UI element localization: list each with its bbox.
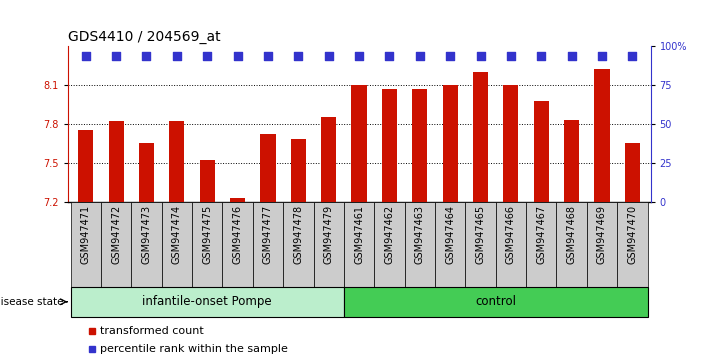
Bar <box>230 198 245 202</box>
Text: disease state: disease state <box>0 297 64 307</box>
Text: GDS4410 / 204569_at: GDS4410 / 204569_at <box>68 30 220 44</box>
Text: GSM947474: GSM947474 <box>172 205 182 264</box>
Bar <box>169 121 184 202</box>
Text: GSM947478: GSM947478 <box>294 205 304 264</box>
Bar <box>291 139 306 202</box>
Point <box>201 53 213 59</box>
Bar <box>139 143 154 202</box>
Bar <box>382 89 397 202</box>
Text: GSM947462: GSM947462 <box>385 205 395 264</box>
Bar <box>260 134 276 202</box>
Bar <box>223 202 253 287</box>
Text: GSM947461: GSM947461 <box>354 205 364 264</box>
Bar <box>594 69 609 202</box>
Bar <box>557 202 587 287</box>
Bar <box>435 202 465 287</box>
Text: GSM947470: GSM947470 <box>627 205 637 264</box>
Text: transformed count: transformed count <box>100 326 203 336</box>
Point <box>384 53 395 59</box>
Bar <box>344 287 648 317</box>
Point <box>232 53 243 59</box>
Point <box>475 53 486 59</box>
Bar <box>344 202 374 287</box>
Point <box>293 53 304 59</box>
Bar <box>374 202 405 287</box>
Bar <box>200 160 215 202</box>
Bar <box>351 85 367 202</box>
Bar <box>625 143 640 202</box>
Point <box>262 53 274 59</box>
Point <box>626 53 638 59</box>
Bar <box>283 202 314 287</box>
Text: GSM947468: GSM947468 <box>567 205 577 264</box>
Text: GSM947473: GSM947473 <box>141 205 151 264</box>
Point <box>80 53 92 59</box>
Bar <box>132 202 161 287</box>
Bar <box>192 202 223 287</box>
Text: GSM947479: GSM947479 <box>324 205 333 264</box>
Bar <box>70 202 101 287</box>
Text: GSM947464: GSM947464 <box>445 205 455 264</box>
Bar <box>70 287 344 317</box>
Point <box>597 53 608 59</box>
Bar <box>78 130 93 202</box>
Bar <box>503 85 518 202</box>
Text: GSM947476: GSM947476 <box>232 205 242 264</box>
Bar <box>587 202 617 287</box>
Bar <box>161 202 192 287</box>
Bar <box>314 202 344 287</box>
Text: GSM947463: GSM947463 <box>415 205 424 264</box>
Bar <box>442 85 458 202</box>
Text: GSM947466: GSM947466 <box>506 205 516 264</box>
Bar <box>534 101 549 202</box>
Text: GSM947467: GSM947467 <box>536 205 546 264</box>
Text: GSM947471: GSM947471 <box>81 205 91 264</box>
Bar <box>109 121 124 202</box>
Bar <box>526 202 557 287</box>
Bar <box>405 202 435 287</box>
Point <box>566 53 577 59</box>
Bar <box>412 89 427 202</box>
Bar <box>496 202 526 287</box>
Text: GSM947472: GSM947472 <box>111 205 121 264</box>
Bar <box>473 72 488 202</box>
Point <box>171 53 183 59</box>
Bar <box>101 202 132 287</box>
Text: GSM947465: GSM947465 <box>476 205 486 264</box>
Text: GSM947475: GSM947475 <box>202 205 212 264</box>
Bar <box>465 202 496 287</box>
Point <box>414 53 425 59</box>
Bar <box>564 120 579 202</box>
Point <box>110 53 122 59</box>
Text: percentile rank within the sample: percentile rank within the sample <box>100 344 287 354</box>
Text: control: control <box>475 295 516 308</box>
Bar <box>321 118 336 202</box>
Point <box>535 53 547 59</box>
Point <box>353 53 365 59</box>
Point <box>141 53 152 59</box>
Point <box>323 53 334 59</box>
Text: GSM947477: GSM947477 <box>263 205 273 264</box>
Point <box>444 53 456 59</box>
Point <box>506 53 517 59</box>
Text: infantile-onset Pompe: infantile-onset Pompe <box>142 295 272 308</box>
Bar <box>253 202 283 287</box>
Bar <box>617 202 648 287</box>
Text: GSM947469: GSM947469 <box>597 205 607 264</box>
